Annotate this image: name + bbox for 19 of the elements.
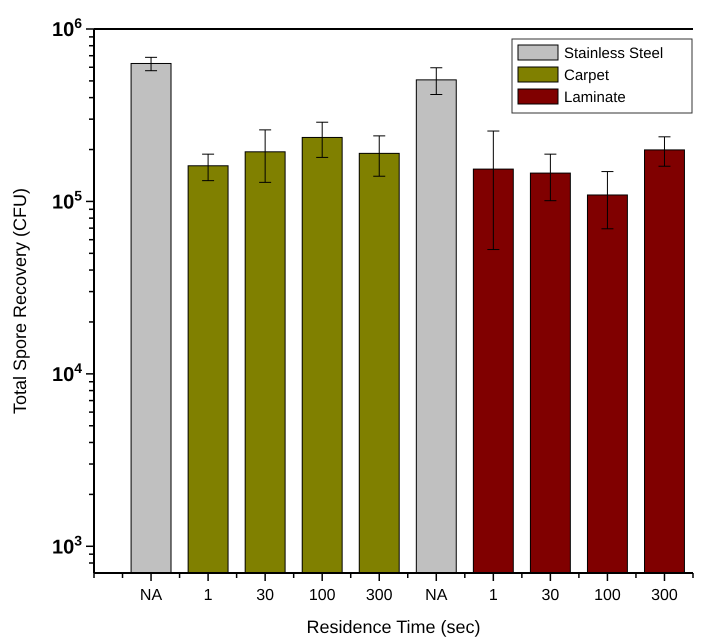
- x-tick-label: 100: [308, 587, 336, 604]
- y-tick-label: 10$^{4}$: [52, 360, 82, 386]
- y-tick-label: 10$^{3}$: [52, 532, 82, 558]
- x-tick-label: 300: [651, 587, 678, 604]
- y-tick-label: 10$^{5}$: [52, 187, 82, 214]
- x-tick-label: 1: [204, 587, 213, 604]
- legend-label: Laminate: [564, 89, 626, 106]
- y-axis-title: Total Spore Recovery (CFU): [10, 188, 30, 414]
- x-tick-label: 30: [256, 587, 274, 604]
- legend-label: Carpet: [564, 67, 610, 84]
- legend-label: Stainless Steel: [564, 45, 664, 62]
- x-tick-label: 100: [594, 587, 621, 604]
- x-tick-label: 1: [488, 587, 498, 604]
- x-tick-label: NA: [425, 587, 448, 604]
- y-tick-label: 10$^{6}$: [52, 15, 82, 41]
- x-axis-title: Residence Time (sec): [306, 617, 481, 637]
- x-tick-label: 300: [366, 587, 393, 604]
- x-tick-label: 30: [541, 587, 560, 604]
- x-tick-label: NA: [140, 587, 162, 604]
